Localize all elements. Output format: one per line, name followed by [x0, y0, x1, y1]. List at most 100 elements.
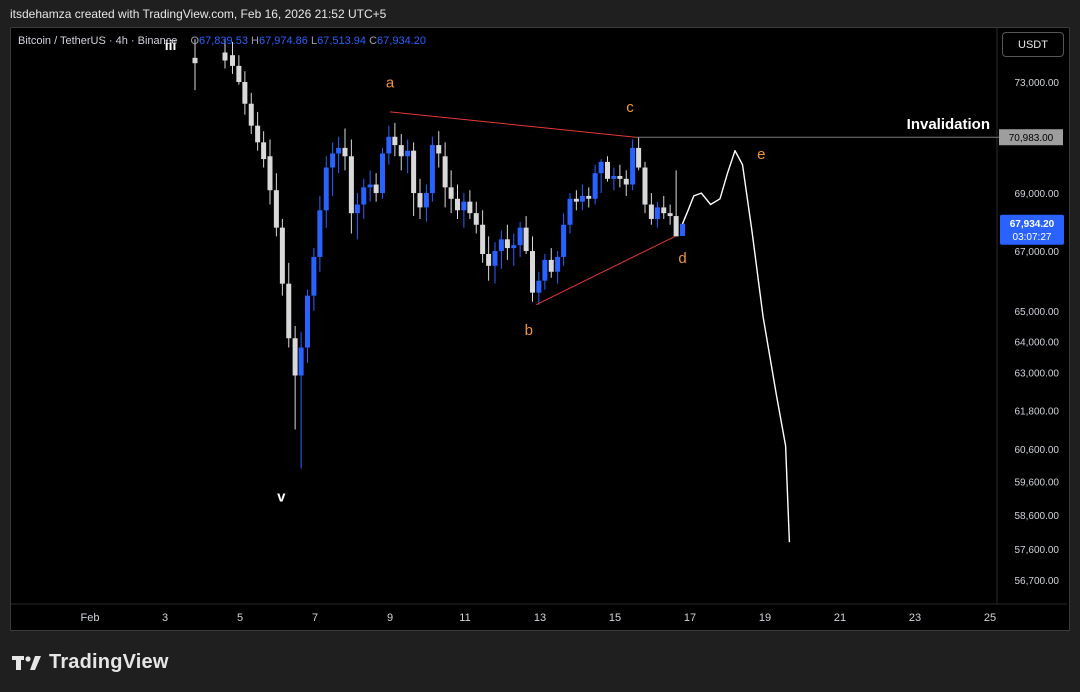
candle-body[interactable]	[361, 187, 367, 205]
candle-body[interactable]	[630, 147, 636, 185]
triangle-trendline[interactable]	[389, 111, 636, 138]
candle-body[interactable]	[661, 207, 667, 214]
candle-body[interactable]	[286, 283, 292, 339]
wave-label-c: c	[626, 99, 634, 116]
candle-body[interactable]	[523, 227, 529, 252]
candle-body[interactable]	[311, 256, 317, 296]
candle-body[interactable]	[354, 204, 360, 214]
candle-body[interactable]	[448, 187, 454, 199]
open-label: O	[190, 35, 200, 47]
candle-body[interactable]	[192, 57, 198, 64]
x-tick-label: 7	[312, 612, 318, 624]
candle-body[interactable]	[642, 167, 648, 205]
candle-body[interactable]	[561, 224, 567, 257]
symbol-name[interactable]: Bitcoin / TetherUS · 4h · Binance	[18, 35, 178, 47]
close-label: C	[369, 35, 378, 47]
wave-label-e: e	[757, 146, 765, 163]
candle-body[interactable]	[455, 198, 460, 211]
candle-body[interactable]	[255, 125, 261, 143]
current-price-label: 67,934.20	[1010, 219, 1055, 230]
triangle-trendline[interactable]	[536, 235, 676, 306]
candle-body[interactable]	[517, 227, 523, 246]
x-tick-label: 23	[909, 612, 921, 624]
current-price-tag	[1000, 214, 1064, 245]
tradingview-logo[interactable]: TradingView	[12, 651, 169, 674]
projection-path[interactable]	[681, 150, 791, 543]
candle-body[interactable]	[486, 253, 492, 266]
candle-body[interactable]	[542, 259, 548, 281]
candle-body[interactable]	[323, 167, 329, 211]
candle-body[interactable]	[498, 239, 504, 252]
candle-body[interactable]	[317, 210, 323, 257]
y-tick-label: 59,600.00	[1015, 478, 1060, 489]
candle-body[interactable]	[511, 245, 517, 249]
candle-body[interactable]	[623, 178, 629, 185]
x-tick-label: 25	[984, 612, 996, 624]
candle-body[interactable]	[405, 150, 411, 157]
y-tick-label: 57,600.00	[1015, 545, 1060, 556]
x-tick-label: 11	[459, 612, 470, 624]
candle-body[interactable]	[573, 198, 579, 202]
candle-body[interactable]	[592, 173, 598, 199]
candle-body[interactable]	[342, 147, 348, 157]
candle-body[interactable]	[298, 347, 304, 376]
candle-body[interactable]	[654, 207, 660, 219]
candle-body[interactable]	[305, 295, 310, 348]
candle-body[interactable]	[530, 251, 535, 293]
candle-body[interactable]	[367, 184, 373, 188]
currency-button[interactable]: USDT	[1002, 32, 1064, 57]
candle-body[interactable]	[436, 145, 442, 154]
candle-body[interactable]	[611, 176, 617, 179]
candle-body[interactable]	[373, 184, 379, 194]
candle-body[interactable]	[279, 227, 285, 284]
candle-body[interactable]	[261, 142, 267, 160]
chart-frame[interactable]	[10, 27, 1070, 631]
candle-body[interactable]	[555, 256, 561, 272]
invalidation-price-label: 70,983.00	[1009, 133, 1054, 144]
candle-body[interactable]	[680, 223, 685, 236]
candle-body[interactable]	[423, 193, 429, 208]
candle-body[interactable]	[586, 195, 592, 199]
candle-body[interactable]	[567, 198, 573, 225]
candle-body[interactable]	[236, 65, 242, 82]
candle-body[interactable]	[667, 213, 673, 217]
candle-body[interactable]	[222, 52, 228, 61]
candle-body[interactable]	[548, 259, 554, 272]
candle-body[interactable]	[492, 251, 498, 266]
candle-body[interactable]	[648, 204, 654, 219]
candle-body[interactable]	[480, 224, 486, 254]
candle-body[interactable]	[230, 55, 235, 66]
x-tick-label: 3	[162, 612, 168, 624]
candle-body[interactable]	[411, 150, 417, 194]
candle-body[interactable]	[417, 193, 423, 208]
candle-body[interactable]	[504, 239, 510, 249]
candle-body[interactable]	[386, 136, 392, 154]
candle-body[interactable]	[467, 201, 473, 214]
candle-body[interactable]	[248, 103, 254, 126]
candle-body[interactable]	[442, 156, 448, 188]
wave-label-iii: iii	[165, 37, 177, 53]
candle-body[interactable]	[605, 161, 610, 179]
candle-body[interactable]	[598, 161, 604, 174]
candle-body[interactable]	[473, 213, 479, 225]
candle-body[interactable]	[273, 190, 279, 228]
candle-body[interactable]	[673, 216, 679, 237]
candle-body[interactable]	[392, 136, 398, 146]
candle-body[interactable]	[461, 201, 467, 211]
candle-body[interactable]	[242, 82, 248, 104]
candle-body[interactable]	[267, 156, 273, 191]
candle-body[interactable]	[579, 195, 585, 202]
y-tick-label: 58,600.00	[1015, 511, 1060, 522]
candle-body[interactable]	[348, 156, 354, 214]
candle-body[interactable]	[380, 153, 385, 194]
candle-body[interactable]	[330, 153, 336, 168]
candle-body[interactable]	[429, 145, 435, 194]
candle-body[interactable]	[536, 280, 542, 293]
x-tick-label: 9	[387, 612, 393, 624]
candle-body[interactable]	[398, 145, 404, 157]
candle-body[interactable]	[617, 176, 623, 179]
candle-body[interactable]	[292, 338, 298, 376]
candle-body[interactable]	[336, 147, 342, 154]
candle-body[interactable]	[636, 147, 642, 168]
